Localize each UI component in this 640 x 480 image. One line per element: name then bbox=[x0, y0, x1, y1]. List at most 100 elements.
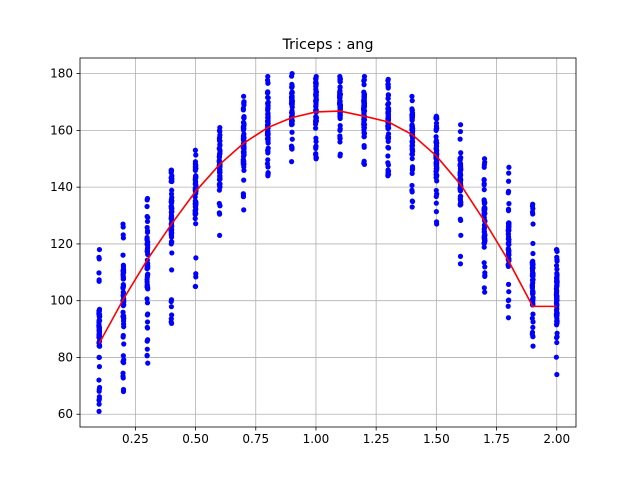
scatter-point bbox=[457, 186, 463, 192]
scatter-point bbox=[553, 297, 560, 304]
scatter-point bbox=[240, 107, 246, 113]
scatter-point bbox=[265, 135, 271, 141]
scatter-point bbox=[482, 211, 488, 217]
scatter-point bbox=[457, 216, 463, 222]
scatter-point bbox=[554, 371, 560, 378]
scatter-point bbox=[409, 156, 415, 162]
scatter-point bbox=[289, 71, 295, 77]
scatter-point bbox=[241, 152, 247, 158]
x-tick-label: 0.25 bbox=[122, 432, 149, 446]
scatter-point bbox=[506, 252, 512, 258]
scatter-point bbox=[433, 113, 439, 119]
scatter-point bbox=[169, 250, 175, 256]
scatter-point bbox=[313, 88, 319, 94]
scatter-point bbox=[144, 236, 150, 242]
scatter-point bbox=[265, 145, 271, 151]
scatter-point bbox=[265, 173, 271, 179]
scatter-point bbox=[529, 268, 536, 274]
scatter-point bbox=[193, 271, 199, 277]
scatter-point bbox=[313, 117, 319, 124]
scatter-point bbox=[144, 242, 150, 248]
scatter-point bbox=[529, 277, 536, 283]
y-tick-label: 180 bbox=[50, 67, 73, 81]
scatter-point bbox=[120, 309, 126, 315]
scatter-point bbox=[120, 289, 126, 295]
scatter-point bbox=[168, 239, 175, 245]
scatter-point bbox=[96, 384, 103, 391]
scatter-point bbox=[168, 167, 175, 173]
scatter-point bbox=[530, 288, 536, 295]
scatter-point bbox=[193, 174, 199, 180]
scatter-point bbox=[409, 117, 415, 123]
scatter-point bbox=[361, 134, 367, 140]
scatter-point bbox=[265, 103, 271, 109]
scatter-point bbox=[505, 226, 512, 232]
scatter-point bbox=[481, 206, 488, 213]
scatter-point bbox=[120, 318, 127, 324]
y-tick-label: 100 bbox=[50, 294, 73, 308]
scatter-point bbox=[120, 268, 126, 274]
scatter-point bbox=[192, 194, 198, 200]
scatter-point bbox=[505, 178, 512, 184]
scatter-point bbox=[529, 283, 536, 290]
scatter-point bbox=[433, 166, 439, 172]
scatter-point bbox=[313, 156, 319, 162]
scatter-point bbox=[241, 207, 247, 213]
scatter-point bbox=[313, 81, 319, 87]
scatter-point bbox=[121, 341, 127, 347]
scatter-point bbox=[433, 161, 439, 167]
x-axis: 0.25 0.50 0.75 1.00 1.25 1.50 1.75 2.00 bbox=[122, 427, 570, 446]
scatter-point bbox=[265, 80, 271, 86]
scatter-point bbox=[433, 172, 440, 178]
scatter-point bbox=[265, 73, 271, 80]
scatter-point bbox=[265, 129, 271, 135]
scatter-point bbox=[120, 221, 126, 227]
scatter-point bbox=[481, 244, 487, 250]
scatter-point bbox=[144, 213, 150, 220]
scatter-point bbox=[457, 122, 464, 128]
scatter-point bbox=[482, 273, 488, 280]
scatter-point bbox=[265, 157, 271, 163]
scatter-point bbox=[361, 125, 368, 131]
scatter-point bbox=[385, 162, 392, 168]
scatter-point bbox=[265, 140, 271, 146]
scatter-point bbox=[506, 201, 512, 207]
scatter-point bbox=[530, 343, 536, 349]
scatter-point bbox=[289, 81, 295, 87]
scatter-point bbox=[289, 129, 295, 135]
scatter-point bbox=[144, 195, 151, 202]
scatter-point bbox=[529, 259, 535, 265]
scatter-point bbox=[144, 246, 150, 252]
scatter-point bbox=[145, 265, 151, 271]
scatter-point bbox=[434, 221, 440, 227]
scatter-point bbox=[168, 297, 175, 303]
scatter-point bbox=[505, 281, 512, 287]
scatter-point bbox=[313, 145, 319, 151]
scatter-point bbox=[457, 161, 463, 167]
scatter-point bbox=[193, 152, 199, 158]
scatter-point bbox=[337, 111, 343, 117]
scatter-point bbox=[192, 215, 198, 222]
scatter-point bbox=[144, 272, 151, 278]
scatter-point bbox=[505, 234, 512, 240]
scatter-point bbox=[168, 209, 174, 215]
scatter-point bbox=[337, 101, 343, 107]
scatter-point bbox=[554, 273, 560, 279]
scatter-point bbox=[216, 211, 223, 217]
scatter-point bbox=[457, 136, 463, 142]
scatter-point bbox=[313, 92, 319, 98]
scatter-point bbox=[554, 266, 560, 272]
scatter-point bbox=[121, 324, 127, 330]
scatter-point bbox=[193, 200, 199, 206]
scatter-point bbox=[433, 187, 439, 194]
y-tick-label: 80 bbox=[58, 350, 73, 364]
scatter-point bbox=[554, 279, 560, 286]
scatter-point bbox=[481, 176, 487, 183]
scatter-point bbox=[553, 290, 560, 296]
y-axis: 60 80 100 120 140 160 180 bbox=[50, 67, 80, 421]
scatter-point bbox=[458, 166, 464, 172]
scatter-point bbox=[120, 252, 126, 258]
scatter-point bbox=[96, 354, 102, 361]
scatter-point bbox=[193, 162, 199, 169]
scatter-point bbox=[361, 144, 367, 150]
